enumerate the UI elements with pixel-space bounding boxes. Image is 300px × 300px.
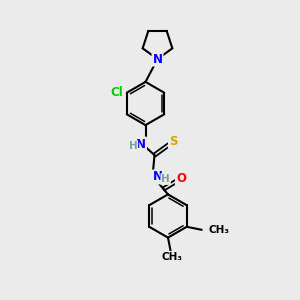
Text: N: N [136,137,146,151]
Text: S: S [169,135,177,148]
Text: Cl: Cl [110,86,123,99]
Text: N: N [152,170,163,184]
Text: N: N [152,52,163,66]
Text: CH₃: CH₃ [162,252,183,262]
Text: H: H [161,174,170,184]
Text: CH₃: CH₃ [208,225,229,235]
Text: H: H [128,141,137,151]
Text: O: O [176,172,186,185]
